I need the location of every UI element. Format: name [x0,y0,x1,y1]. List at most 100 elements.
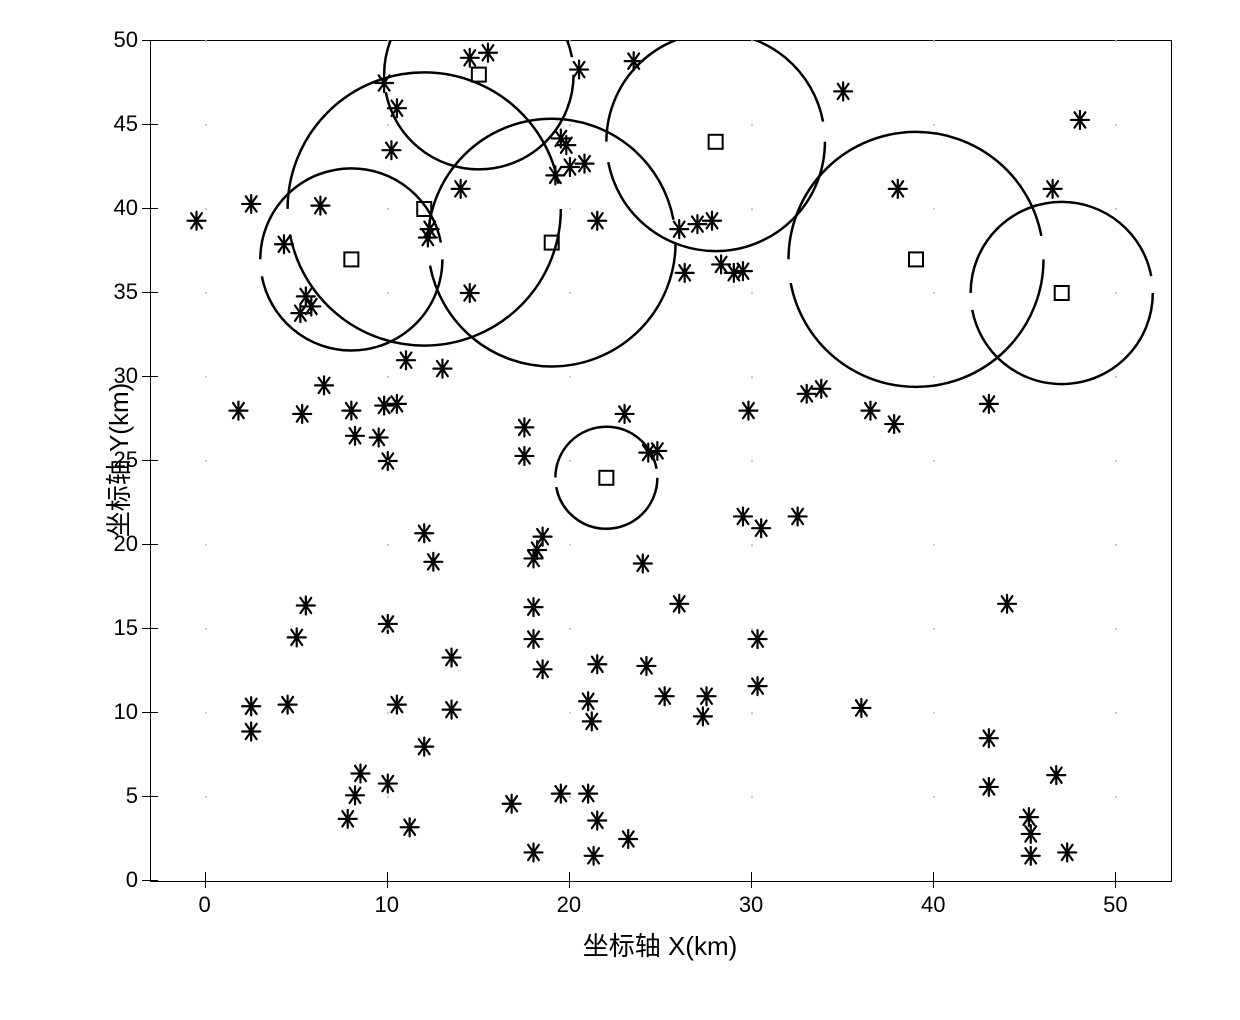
scatter-point [339,810,357,828]
scatter-point [188,212,206,230]
grid-dot [205,208,207,210]
grid-dot [387,376,389,378]
y-tick-mark [150,544,158,545]
grid-dot [569,292,571,294]
grid-dot [387,208,389,210]
scatter-point [419,229,437,247]
scatter-point [503,795,521,813]
x-tick-mark [751,872,752,880]
scatter-point [694,707,712,725]
x-tick-mark [205,872,206,880]
grid-dot [387,628,389,630]
scatter-point [401,818,419,836]
y-tick-mark [150,292,158,293]
coverage-circle [555,427,657,529]
scatter-point [588,212,606,230]
x-tick-label: 0 [199,892,211,918]
scatter-point [346,786,364,804]
scatter-point [634,554,652,572]
y-tick-label: 30 [102,363,138,389]
x-axis-label: 坐标轴 X(km) [583,926,738,963]
coverage-circle [789,132,1044,387]
scatter-point [749,677,767,695]
scatter-point [1047,766,1065,784]
y-tick-label: 45 [102,111,138,137]
scatter-point [443,649,461,667]
x-tick-mark [751,880,752,888]
scatter-point [229,402,247,420]
scatter-point [546,166,564,184]
y-tick-mark [150,124,158,125]
y-tick-label: 25 [102,447,138,473]
y-tick-mark [142,460,150,461]
scatter-point [616,405,634,423]
x-tick-mark [933,880,934,888]
x-tick-label: 40 [921,892,945,918]
scatter-point [461,49,479,67]
grid-dot [387,796,389,798]
center-square-marker [599,471,613,485]
y-tick-mark [150,208,158,209]
x-tick-mark [933,872,934,880]
y-tick-mark [150,796,158,797]
y-tick-mark [150,40,158,41]
y-tick-mark [142,208,150,209]
grid-dot [387,544,389,546]
scatter-point [525,630,543,648]
scatter-point [415,524,433,542]
grid-dot [205,124,207,126]
scatter-point [656,687,674,705]
y-tick-mark [142,376,150,377]
x-tick-label: 10 [375,892,399,918]
x-tick-mark [387,872,388,880]
scatter-point [576,155,594,173]
scatter-point [1044,180,1062,198]
scatter-point [415,738,433,756]
scatter-point [579,692,597,710]
scatter-point [1071,111,1089,129]
x-tick-label: 20 [557,892,581,918]
center-square-marker [472,68,486,82]
scatter-point [619,830,637,848]
scatter-point [461,284,479,302]
center-square-marker [909,252,923,266]
grid-dot [569,376,571,378]
center-square-marker [344,252,358,266]
scatter-point [588,655,606,673]
scatter-point [315,376,333,394]
scatter-point [288,628,306,646]
grid-dot [569,628,571,630]
scatter-point [388,395,406,413]
chart-container: 坐标轴 X(km) 坐标轴 Y(km) 01020304050051015202… [20,20,1220,1000]
grid-dot [569,796,571,798]
scatter-point [585,847,603,865]
scatter-point [297,596,315,614]
grid-dot [569,460,571,462]
grid-dot [569,544,571,546]
y-tick-label: 15 [102,615,138,641]
grid-dot [387,460,389,462]
x-tick-mark [387,880,388,888]
scatter-point [852,699,870,717]
y-tick-mark [150,376,158,377]
scatter-point [443,701,461,719]
grid-dot [205,460,207,462]
grid-dot [205,796,207,798]
scatter-point [980,729,998,747]
scatter-point [424,553,442,571]
y-tick-mark [150,460,158,461]
y-tick-mark [150,712,158,713]
coverage-circle [971,202,1153,384]
scatter-point [382,141,400,159]
y-tick-mark [142,124,150,125]
scatter-point [861,402,879,420]
scatter-point [515,418,533,436]
scatter-point [1022,847,1040,865]
scatter-point [351,764,369,782]
x-tick-mark [1115,872,1116,880]
grid-dot [387,292,389,294]
x-tick-mark [569,880,570,888]
scatter-point [834,82,852,100]
scatter-point [525,598,543,616]
scatter-point [980,778,998,796]
